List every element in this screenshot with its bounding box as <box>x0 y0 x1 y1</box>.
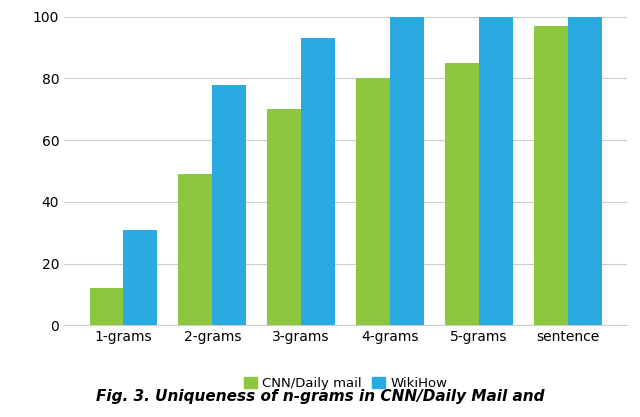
Bar <box>445 63 479 325</box>
Bar <box>212 85 246 325</box>
Text: Fig. 3. Uniqueness of n-grams in CNN/Daily Mail and: Fig. 3. Uniqueness of n-grams in CNN/Dai… <box>96 389 544 404</box>
Legend: CNN/Daily mail, WikiHow: CNN/Daily mail, WikiHow <box>238 372 453 396</box>
Bar <box>124 230 157 325</box>
Bar <box>90 288 124 325</box>
Bar <box>390 17 424 325</box>
Bar <box>301 38 335 325</box>
Bar <box>356 78 390 325</box>
Bar <box>479 17 513 325</box>
Bar <box>179 174 212 325</box>
Bar <box>534 26 568 325</box>
Bar <box>268 109 301 325</box>
Bar <box>568 17 602 325</box>
